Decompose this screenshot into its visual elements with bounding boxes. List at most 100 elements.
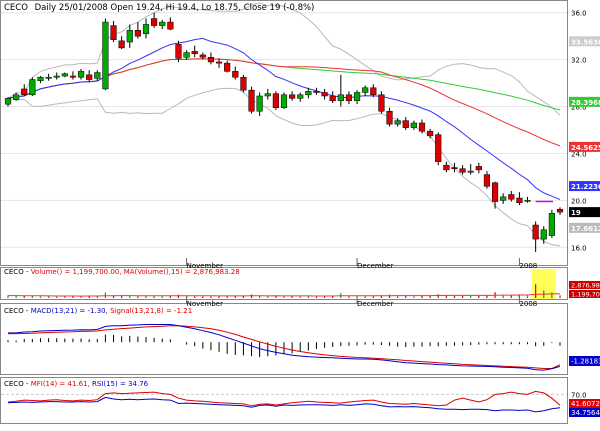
candle-body — [224, 62, 231, 72]
candle-body — [118, 40, 125, 49]
candle-body — [110, 25, 117, 40]
price-value-label: 21.2236 — [571, 183, 600, 191]
price-tick-label: 24.0 — [571, 150, 587, 158]
candle-body — [175, 44, 182, 59]
price-value-box — [569, 181, 600, 192]
candle-body — [394, 120, 401, 125]
price-panel — [0, 0, 568, 266]
candle-body — [321, 92, 328, 97]
volume-legend-segment: CECO - — [4, 268, 31, 276]
candle-body — [37, 76, 44, 81]
candle-body — [102, 21, 109, 90]
candle-body — [207, 57, 215, 63]
candle-body — [248, 89, 255, 112]
volume-layer: CECO - Volume() = 1,199,700.00, MA(Volum… — [4, 268, 600, 308]
candle-body — [159, 21, 166, 26]
candle-body — [13, 94, 20, 100]
candle-body — [191, 51, 198, 55]
bollinger-upper-line — [7, 2, 561, 116]
bollinger-lower-line — [7, 87, 561, 247]
macd-line — [8, 324, 561, 371]
rsi-value-label: 34.7564 — [571, 409, 600, 417]
candle-body — [280, 94, 288, 108]
price-value-box — [569, 36, 600, 47]
volume-value-box — [569, 281, 600, 289]
mfi-value-box — [569, 399, 600, 408]
candle-body — [475, 166, 482, 171]
chart-header: CECO Daily 25/01/2008 Open 19.24, Hi 19.… — [4, 3, 314, 13]
candle-body — [199, 54, 206, 58]
volume-month-label: 2008 — [519, 300, 537, 308]
candle-body — [69, 75, 77, 78]
candle-body — [491, 182, 499, 202]
candle-body — [167, 21, 174, 30]
price-value-label: 33.5636 — [571, 38, 600, 46]
price-value-box — [569, 207, 600, 218]
symbol-label: CECO — [4, 3, 28, 13]
rsi-value-box — [569, 408, 600, 417]
candle-body — [362, 87, 369, 93]
candle-body — [516, 197, 523, 203]
candle-body — [53, 75, 60, 78]
candle-body — [556, 209, 564, 213]
candle-body — [4, 98, 12, 105]
osc-legend-segment: RSI(15) = 34.76 — [92, 380, 149, 388]
candle-body — [86, 74, 93, 80]
candle-body — [272, 93, 279, 108]
candle-body — [410, 122, 417, 128]
osc-legend-segment: CECO - — [4, 380, 31, 388]
macd-panel — [0, 303, 568, 375]
candle-body — [353, 92, 361, 101]
candle-body — [524, 200, 531, 202]
mfi-line — [7, 390, 561, 407]
candle-body — [329, 95, 336, 101]
price-tick-label: 32.0 — [571, 57, 587, 65]
candle-body — [45, 76, 52, 79]
candle-body — [386, 110, 393, 125]
osc-legend: CECO - MFI(14) = 41.61, RSI(15) = 34.76 — [4, 380, 149, 388]
macd-value-label: -1.28183 — [571, 358, 600, 366]
candle-body — [142, 24, 150, 35]
price-value-box — [569, 141, 600, 152]
candle-body — [256, 95, 263, 112]
candle-body — [532, 224, 539, 240]
candle-body — [94, 72, 101, 79]
macd-signal-line — [7, 325, 561, 369]
quote-summary: Daily 25/01/2008 Open 19.24, Hi 19.4, Lo… — [35, 3, 315, 13]
osc-legend-segment: MFI(14) = 41.61, — [31, 380, 92, 388]
candle-body — [305, 91, 312, 96]
candle-body — [240, 76, 247, 91]
price-tick-label: 20.0 — [571, 197, 587, 205]
volume-month-label: December — [357, 300, 393, 308]
candle-body — [77, 71, 85, 78]
candle-body — [370, 87, 377, 96]
volume-ma-line — [8, 293, 561, 297]
candle-body — [427, 130, 434, 137]
volume-legend-segment: Volume() = 1,199,700.00, — [31, 268, 124, 276]
candle-body — [232, 71, 239, 78]
ma-fast-line — [7, 37, 561, 201]
price-value-label: 24.5625 — [571, 144, 600, 152]
macd-value-box — [569, 356, 600, 366]
macd-legend-segment: CECO - — [4, 307, 31, 315]
price-month-label: 2008 — [519, 262, 537, 270]
volume-legend-segment: MA(Volume(),15) = 2,876,983.28 — [124, 268, 240, 276]
candle-body — [402, 120, 409, 128]
candle-body — [540, 229, 547, 240]
candle-body — [183, 52, 190, 58]
candle-body — [29, 79, 36, 96]
candle-body — [418, 122, 426, 132]
candle-body — [459, 168, 466, 173]
mfi-value-label: 41.6072 — [571, 400, 600, 408]
candle-body — [443, 164, 450, 171]
price-month-label: December — [357, 262, 393, 270]
candle-body — [289, 94, 296, 99]
volume-month-label: November — [187, 300, 224, 308]
volume-panel — [0, 267, 568, 300]
oscillator-layer: 70.0 CECO - MFI(14) = 41.61, RSI(15) = 34… — [1, 380, 600, 417]
candle-body — [435, 134, 442, 162]
macd-legend-segment: Signal(13,21,8) = -1.21 — [110, 307, 192, 315]
candle-body — [345, 94, 353, 101]
candle-body — [215, 61, 223, 64]
volume-value-box — [569, 290, 600, 298]
